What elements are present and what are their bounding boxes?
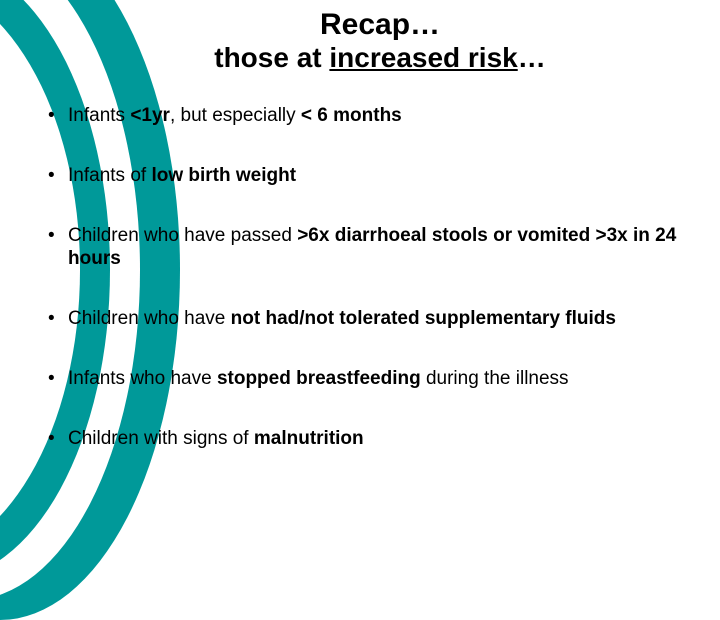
bullet-text-bold: stopped breastfeeding	[217, 368, 421, 389]
list-item: Children who have not had/not tolerated …	[46, 307, 702, 331]
bullet-text-pre: Infants of	[68, 165, 151, 186]
bullet-text-mid: during the illness	[421, 368, 569, 389]
bullet-text-bold: not had/not tolerated supplementary flui…	[231, 308, 616, 329]
bullet-text-bold2: < 6 months	[301, 105, 402, 126]
list-item: Children with signs of malnutrition	[46, 427, 702, 451]
bullet-text-pre: Children with signs of	[68, 428, 254, 449]
list-item: Infants who have stopped breastfeeding d…	[46, 367, 702, 391]
bullet-list: Infants <1yr, but especially < 6 months …	[0, 90, 720, 450]
bullet-text-bold: low birth weight	[151, 165, 296, 186]
bullet-text-pre: Children who have passed	[68, 225, 297, 246]
title-line2-suffix: …	[518, 42, 546, 73]
bullet-text-bold: malnutrition	[254, 428, 364, 449]
bullet-text-mid: , but especially	[170, 105, 301, 126]
bullet-text-bold: <1yr	[130, 105, 170, 126]
slide-content: Recap… those at increased risk… Infants …	[0, 0, 720, 540]
bullet-text-pre: Infants	[68, 105, 130, 126]
bullet-text-pre: Children who have	[68, 308, 231, 329]
bullet-text-pre: Infants who have	[68, 368, 217, 389]
title-line2-underlined: increased risk	[329, 42, 517, 73]
list-item: Infants <1yr, but especially < 6 months	[46, 104, 702, 128]
slide-title-line1: Recap…	[70, 8, 690, 42]
list-item: Children who have passed >6x diarrhoeal …	[46, 224, 702, 272]
slide-title-line2: those at increased risk…	[70, 42, 690, 74]
slide-title: Recap… those at increased risk…	[70, 0, 690, 90]
title-line2-prefix: those at	[214, 42, 329, 73]
list-item: Infants of low birth weight	[46, 164, 702, 188]
